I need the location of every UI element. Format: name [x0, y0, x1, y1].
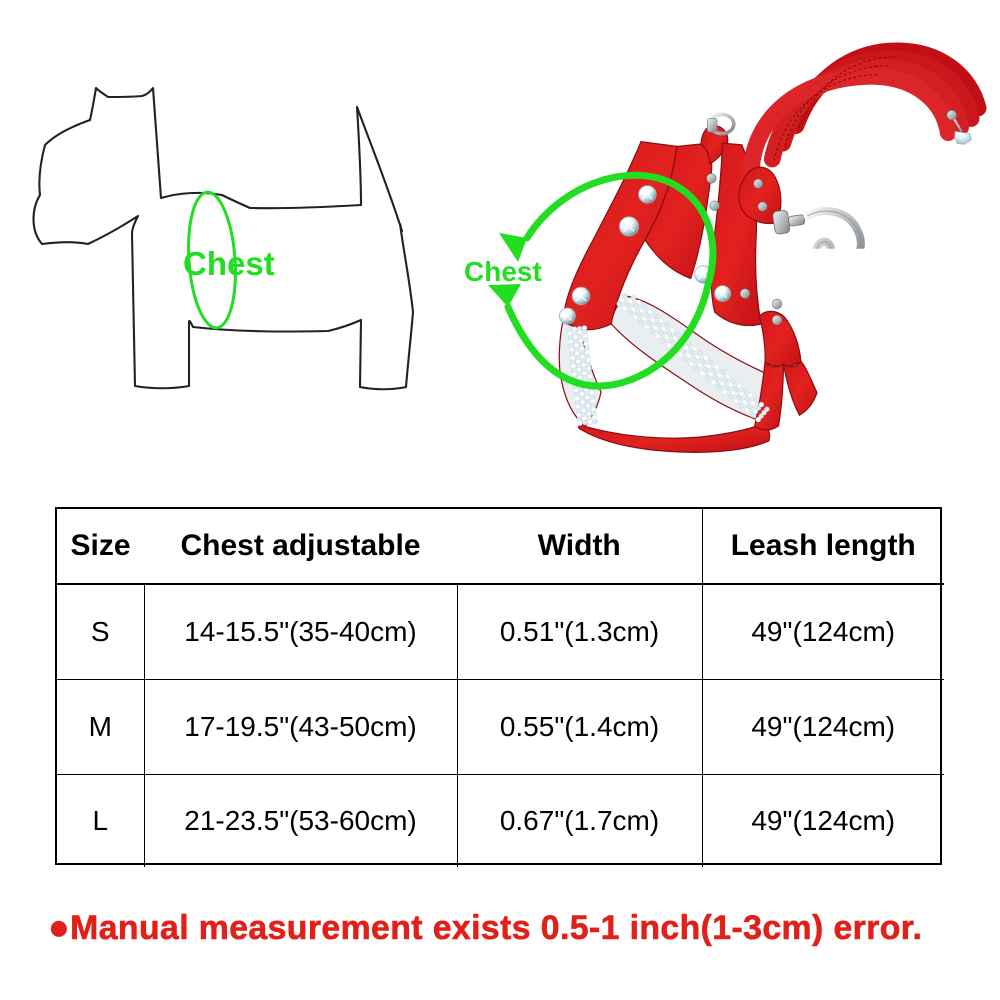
svg-text:Chest: Chest: [183, 245, 275, 282]
svg-text:Chest: Chest: [464, 256, 542, 287]
